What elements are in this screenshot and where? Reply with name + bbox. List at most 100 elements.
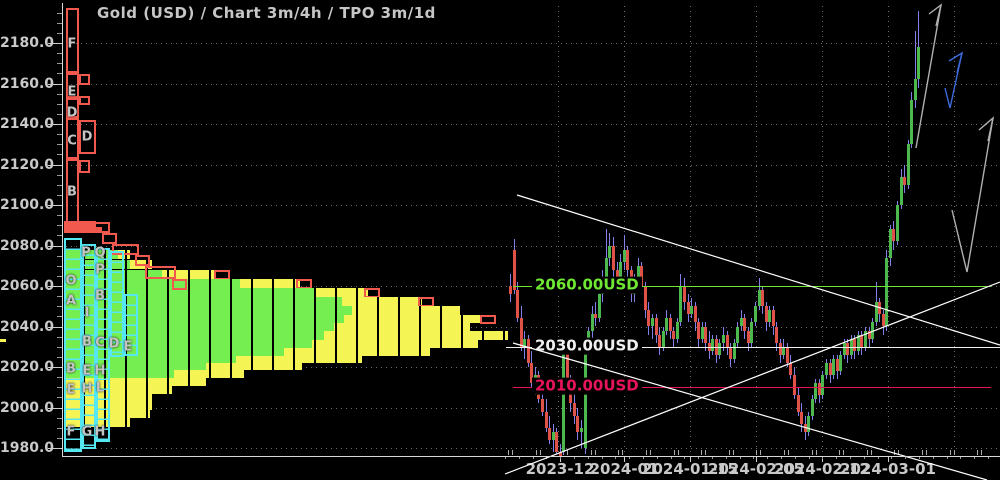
period-separator-tick [567, 450, 569, 455]
gray-arrow-up-left-head[interactable] [928, 3, 943, 27]
period-separator-tick [701, 450, 703, 455]
tpo-red-box [172, 279, 187, 290]
candle-body [789, 362, 792, 376]
candle-body [896, 205, 899, 242]
candle-body [750, 322, 753, 343]
price-line-2010[interactable] [513, 387, 991, 389]
x-axis-minor-tick [863, 456, 865, 459]
candle-body [697, 322, 700, 339]
tpo-letter: B [67, 184, 77, 200]
candle-wick [560, 443, 561, 455]
h-gridline [66, 164, 1000, 166]
price-line-2030[interactable] [506, 346, 1000, 348]
candle-body [523, 338, 526, 347]
h-gridline [66, 326, 1000, 328]
gray-arrow-up-left-shaft[interactable] [915, 4, 942, 149]
candle-body [797, 395, 800, 412]
y-axis-minor-tick [57, 306, 62, 308]
candle-body [545, 411, 548, 428]
tpo-cyan-column [124, 294, 138, 356]
y-axis-minor-tick [57, 73, 62, 75]
period-separator-tick [590, 450, 592, 455]
candle-body [623, 249, 626, 262]
x-axis-label: 2024-02-05 [708, 460, 804, 478]
candle-body [608, 245, 611, 258]
tpo-red-box [145, 266, 176, 279]
y-axis-minor-tick [57, 346, 62, 348]
h-gridline [66, 205, 1000, 206]
candle-body [708, 342, 711, 351]
trendline-descending-channel-top[interactable] [516, 194, 1000, 346]
price-line-label-2030: 2030.00USD [532, 337, 642, 355]
candle-body [846, 342, 849, 355]
candle-body [687, 302, 690, 315]
y-axis-minor-tick [57, 336, 62, 338]
tpo-letter: F [67, 36, 77, 52]
y-axis-label: 2140.0 [0, 116, 55, 132]
x-axis-minor-tick [905, 456, 907, 459]
trendline-descending-channel-bottom[interactable] [512, 342, 988, 480]
candle-body [736, 326, 739, 343]
candle-body [743, 318, 746, 331]
candle-body [829, 362, 832, 376]
period-separator-tick [760, 450, 762, 455]
tpo-red-column-box [66, 98, 79, 118]
period-separator-tick [866, 450, 868, 455]
x-axis-minor-tick [712, 456, 713, 459]
candle-body [910, 99, 913, 145]
v-gridline [756, 6, 757, 455]
x-axis-minor-tick [615, 456, 617, 459]
candle-body [626, 249, 629, 270]
gray-arrow-up-right-shaft[interactable] [951, 117, 994, 273]
x-axis-minor-tick [822, 456, 824, 459]
y-axis-label: 2080.0 [0, 237, 55, 254]
candle-body [793, 375, 796, 396]
gray-arrow-up-right-head[interactable] [978, 116, 995, 142]
x-axis-minor-tick [946, 456, 948, 459]
tpo-row-green [64, 306, 352, 315]
candle-body [552, 431, 555, 440]
x-axis-minor-tick [753, 456, 755, 459]
period-separator-tick [728, 450, 730, 455]
y-axis-minor-tick [57, 275, 62, 277]
x-axis-label: 2024-02-12 [774, 460, 870, 478]
y-axis-major-tick [48, 164, 62, 166]
tpo-red-column-box [79, 96, 90, 105]
period-separator-tick [898, 450, 900, 455]
candle-body [701, 326, 704, 339]
period-separator-tick [673, 450, 675, 455]
candle-body [878, 302, 881, 315]
tpo-letter: P [81, 245, 91, 261]
x-axis-minor-tick [698, 456, 700, 459]
trendline-ascending-trendline[interactable] [504, 281, 1000, 475]
candle-body [605, 257, 608, 278]
candle-body [839, 354, 842, 372]
candle-body [768, 310, 771, 323]
tpo-row-green [64, 288, 314, 297]
candle-body [676, 322, 679, 339]
candle-body [850, 338, 853, 355]
period-separator-tick [705, 450, 707, 455]
tpo-row-yellow [64, 378, 206, 386]
x-axis-minor-tick [919, 456, 920, 459]
x-axis-minor-tick [836, 456, 838, 459]
candle-body [548, 427, 551, 440]
y-axis-label: 2120.0 [0, 156, 55, 173]
blue-arrow-up-head[interactable] [948, 51, 964, 74]
x-axis-major-tick [624, 456, 625, 462]
x-axis-minor-tick [601, 456, 603, 459]
period-separator-tick [622, 450, 624, 455]
period-separator-tick [646, 450, 647, 455]
tpo-red-column-box [79, 160, 90, 173]
price-line-2060[interactable] [513, 286, 991, 287]
candle-body [573, 403, 576, 416]
candle-body [779, 342, 782, 355]
candle-body [917, 47, 920, 80]
tpo-cyan-column [110, 251, 124, 357]
tpo-letter: Q [94, 245, 106, 261]
candle-body [843, 342, 846, 355]
period-separator-tick [981, 450, 983, 455]
candle-body [647, 310, 650, 327]
candle-wick [595, 302, 596, 327]
